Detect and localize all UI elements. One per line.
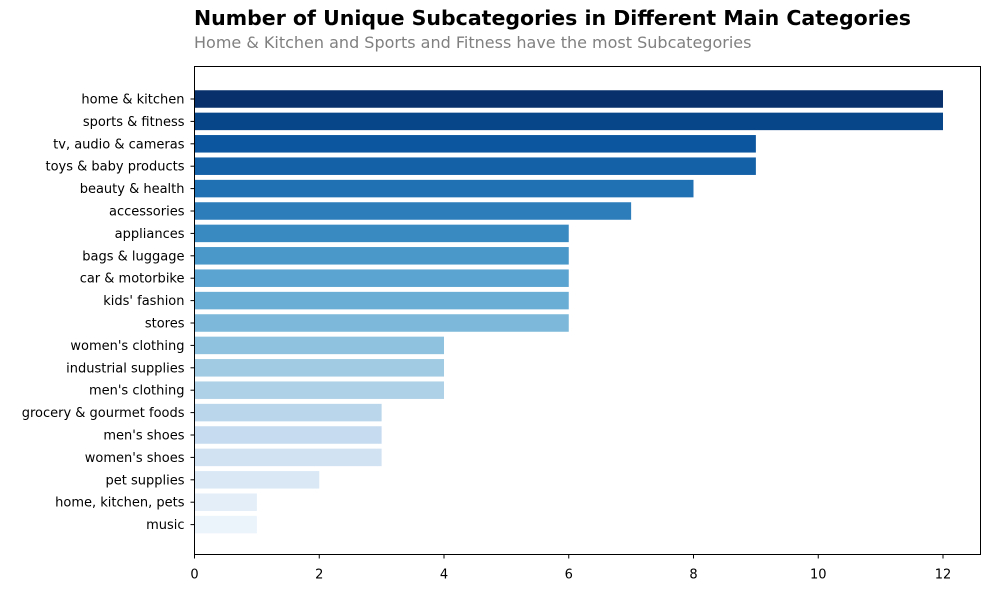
bar-8 (194, 269, 569, 287)
y-tick-label: beauty & health (80, 182, 185, 197)
y-tick-label: toys & baby products (46, 160, 185, 175)
x-tick-label: 12 (935, 568, 952, 583)
y-tick-label: women's clothing (70, 339, 184, 354)
plot-frame (194, 66, 981, 555)
bar-11 (194, 336, 444, 355)
bar-5 (194, 202, 632, 220)
bar-3 (194, 157, 756, 175)
y-tick-label: music (146, 518, 184, 533)
bar-16 (194, 448, 382, 467)
y-tick-labels: home & kitchen sports & fitness tv, audio … (22, 93, 195, 533)
x-tick-label: 10 (810, 568, 827, 583)
x-tick-label: 0 (190, 568, 198, 583)
y-tick-label: accessories (109, 205, 185, 220)
y-tick-label: tv, audio & cameras (53, 137, 185, 152)
y-tick-label: sports & fitness (83, 115, 185, 130)
y-tick-label: home & kitchen (81, 93, 184, 108)
bar-6 (194, 224, 569, 243)
bar-7 (194, 247, 569, 265)
x-tick-label: 6 (565, 568, 573, 583)
chart-subtitle: Home & Kitchen and Sports and Fitness ha… (194, 33, 752, 52)
y-tick-label: grocery & gourmet foods (22, 406, 185, 421)
bar-4 (194, 179, 694, 198)
y-tick-label: women's shoes (85, 451, 185, 466)
bar-12 (194, 359, 444, 377)
y-tick-label: stores (145, 317, 185, 332)
y-tick-label: kids' fashion (103, 294, 184, 309)
x-tick-label: 2 (315, 568, 323, 583)
y-tick-label: car & motorbike (80, 272, 185, 287)
bar-1 (194, 112, 943, 131)
bar-9 (194, 291, 569, 310)
bar-10 (194, 314, 569, 332)
bar-19 (194, 515, 257, 534)
y-tick-label: men's clothing (89, 384, 185, 399)
x-tick-label: 8 (689, 568, 697, 583)
bar-14 (194, 403, 382, 422)
chart-title: Number of Unique Subcategories in Differ… (194, 6, 911, 30)
bar-15 (194, 426, 382, 444)
y-tick-label: bags & luggage (82, 249, 184, 264)
bar-0 (194, 90, 943, 108)
y-tick-label: men's shoes (103, 429, 184, 444)
x-tick-label: 4 (440, 568, 448, 583)
y-tick-label: appliances (115, 227, 185, 242)
y-tick-label: pet supplies (106, 473, 185, 488)
bar-18 (194, 493, 257, 511)
y-tick-label: home, kitchen, pets (55, 496, 185, 511)
bars-group (194, 90, 943, 534)
bar-13 (194, 381, 444, 399)
bar-17 (194, 471, 320, 489)
bar-2 (194, 135, 756, 153)
x-axis: 0 2 4 6 8 10 12 (190, 554, 952, 583)
y-tick-label: industrial supplies (66, 361, 185, 376)
